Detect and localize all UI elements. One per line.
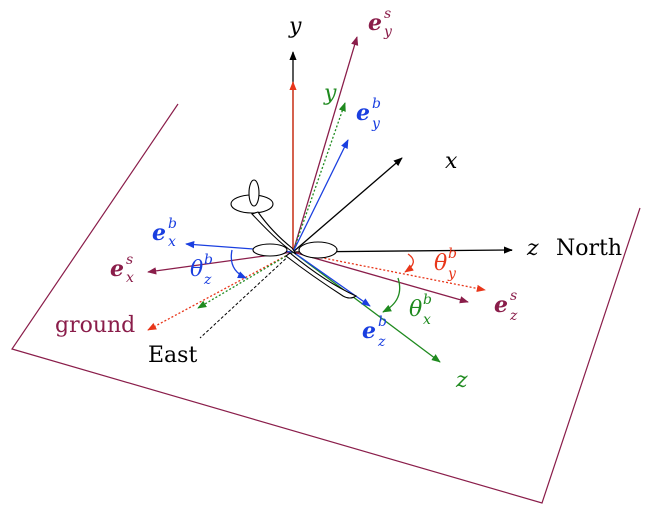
label-e-x-b: e b x (152, 216, 177, 250)
svg-text:b: b (448, 246, 457, 262)
svg-text:e: e (110, 256, 124, 282)
svg-text:e: e (494, 292, 508, 318)
label-e-y-b: e b y (356, 96, 381, 132)
svg-text:s: s (126, 252, 133, 268)
label-e-y-s: e s y (368, 6, 393, 40)
sensor-axis-ez (292, 251, 469, 304)
label-axis-z: z (526, 236, 539, 261)
svg-text:e: e (356, 100, 370, 126)
body-axis-ez (292, 251, 371, 307)
ground-plane (11, 103, 641, 504)
label-axis-y: y (288, 14, 302, 39)
svg-text:θ: θ (434, 251, 447, 276)
svg-text:b: b (168, 216, 177, 232)
label-axis-x: x (445, 149, 458, 174)
svg-text:b: b (372, 96, 381, 112)
svg-text:s: s (384, 6, 391, 22)
axis-x (292, 157, 403, 253)
label-e-z-s: e s z (494, 288, 518, 324)
svg-text:e: e (152, 220, 166, 246)
svg-text:x: x (126, 270, 134, 286)
svg-text:θ: θ (409, 297, 422, 322)
sensor-axis-ey (292, 36, 359, 253)
angle-arc-theta-x (382, 277, 401, 313)
red-axis-dotted-right (292, 251, 486, 292)
svg-text:z: z (203, 272, 212, 288)
body-axis-ey (292, 139, 349, 253)
angle-arc-theta-z (230, 249, 247, 279)
svg-text:e: e (362, 318, 376, 344)
svg-text:θ: θ (190, 257, 203, 282)
svg-text:y: y (383, 24, 393, 40)
green-axis-z (292, 251, 441, 363)
svg-text:x: x (168, 234, 176, 250)
svg-text:b: b (204, 252, 213, 268)
label-north: North (556, 236, 622, 261)
label-green-z: z (455, 368, 468, 393)
label-theta-z: θ b z (190, 252, 213, 288)
label-theta-x: θ b x (409, 292, 432, 328)
aircraft-icon (230, 179, 358, 299)
label-green-y: y (323, 81, 337, 106)
svg-text:y: y (447, 266, 457, 282)
svg-text:s: s (510, 288, 517, 304)
angle-arc-theta-y (404, 253, 414, 273)
red-axis-dotted-left (147, 251, 294, 331)
axis-east-dashed (199, 251, 294, 339)
svg-text:y: y (371, 116, 381, 132)
label-east: East (148, 343, 197, 368)
svg-text:z: z (377, 334, 386, 350)
svg-text:z: z (509, 308, 518, 324)
svg-text:b: b (378, 314, 387, 330)
svg-text:x: x (423, 312, 431, 328)
svg-text:e: e (368, 10, 382, 36)
label-e-z-b: e b z (362, 314, 387, 350)
label-e-x-s: e s x (110, 252, 134, 286)
svg-text:b: b (423, 292, 432, 308)
label-ground: ground (55, 313, 135, 338)
label-theta-y: θ b y (434, 246, 457, 282)
